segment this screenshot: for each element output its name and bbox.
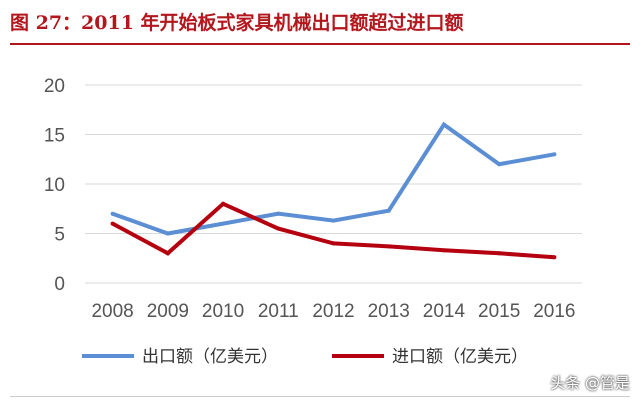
data-point xyxy=(276,226,281,231)
data-point xyxy=(331,218,336,223)
data-point xyxy=(165,231,170,236)
data-point xyxy=(110,221,115,226)
data-point xyxy=(386,244,391,249)
data-point xyxy=(110,211,115,216)
x-tick-label: 2009 xyxy=(147,301,189,322)
x-tick-label: 2013 xyxy=(368,301,410,322)
data-point xyxy=(276,211,281,216)
y-tick-label: 0 xyxy=(54,274,65,295)
data-point xyxy=(165,251,170,256)
bottom-divider xyxy=(10,396,630,397)
data-point xyxy=(552,152,557,157)
data-point xyxy=(441,248,446,253)
x-tick-label: 2008 xyxy=(91,301,133,322)
y-tick-label: 10 xyxy=(44,175,65,196)
y-tick-label: 5 xyxy=(54,225,65,246)
data-point xyxy=(441,122,446,127)
data-point xyxy=(386,208,391,213)
data-point xyxy=(331,241,336,246)
data-point xyxy=(497,162,502,167)
legend: 出口额（亿美元） 进口额（亿美元） xyxy=(82,347,528,367)
series-lines xyxy=(110,121,557,260)
data-point xyxy=(552,255,557,260)
x-tick-label: 2010 xyxy=(202,301,244,322)
chart-title: 图 27：2011 年开始板式家具机械出口额超过进口额 xyxy=(10,12,464,34)
x-tick-label: 2012 xyxy=(312,301,354,322)
data-point xyxy=(221,201,226,206)
x-tick-label: 2016 xyxy=(533,301,575,322)
data-point xyxy=(221,221,226,226)
series-line-export xyxy=(111,121,555,236)
data-point xyxy=(497,251,502,256)
y-tick-label: 20 xyxy=(44,76,65,97)
legend-label: 进口额（亿美元） xyxy=(392,347,528,367)
x-tick-label: 2011 xyxy=(258,301,299,322)
legend-label: 出口额（亿美元） xyxy=(142,347,278,367)
x-axis-ticks: 2008 2009 2010 2011 2012 2013 2014 2015 2016 xyxy=(91,301,575,322)
title-divider xyxy=(10,43,630,45)
x-tick-label: 2014 xyxy=(423,301,466,322)
y-tick-label: 15 xyxy=(44,126,65,147)
watermark: 头条 @管是 xyxy=(550,374,630,392)
y-axis-ticks: 0 5 10 15 20 xyxy=(44,76,65,295)
x-tick-label: 2015 xyxy=(478,301,520,322)
